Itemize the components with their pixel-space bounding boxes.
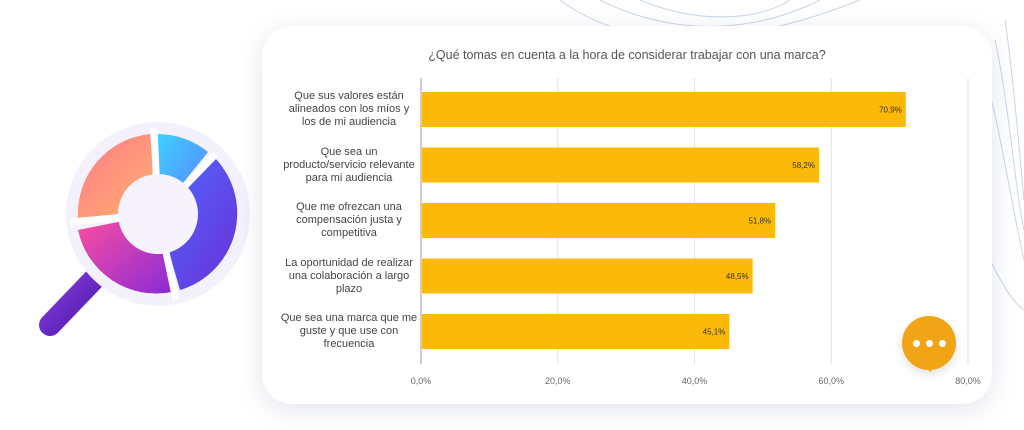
category-label-line: alineados con los míos y bbox=[288, 103, 410, 115]
category-label-line: Que sea una marca que me bbox=[280, 312, 418, 324]
category-label-line: competitiva bbox=[321, 227, 377, 239]
category-label-line: frecuencia bbox=[323, 338, 375, 350]
category-label-line: Que me ofrezcan una bbox=[296, 201, 402, 213]
chart-card: ¿Qué tomas en cuenta a la hora de consid… bbox=[262, 26, 992, 404]
chart-title: ¿Qué tomas en cuenta a la hora de consid… bbox=[428, 48, 826, 62]
category-label: La oportunidad de realizar una colaboraci… bbox=[276, 257, 422, 296]
bar-chart: 0,0% 20,0% 40,0% 60,0% 80,0% 70,9% 58,2% 51,8% 4… bbox=[411, 78, 981, 386]
chat-dot bbox=[912, 339, 920, 347]
category-label-line: guste y que use con bbox=[299, 325, 399, 337]
x-tick-label: 60,0% bbox=[818, 376, 844, 386]
category-label-line: los de mi audiencia bbox=[301, 116, 397, 128]
category-label-line: plazo bbox=[335, 282, 363, 295]
bar bbox=[422, 258, 753, 294]
category-label-line: compensación justa y bbox=[296, 214, 402, 226]
x-tick-label: 20,0% bbox=[545, 376, 571, 386]
data-label: 45,1% bbox=[703, 328, 726, 337]
category-label-line: para mi audiencia bbox=[305, 171, 393, 184]
chat-bubble-ellipsis-icon[interactable] bbox=[902, 316, 956, 370]
category-label: Que sea una marca que me guste y que use … bbox=[276, 312, 422, 351]
chat-bubble-tail bbox=[921, 362, 939, 372]
data-label: 58,2% bbox=[792, 161, 815, 170]
category-label-line: una colaboración a largo bbox=[288, 269, 410, 282]
x-tick-label: 40,0% bbox=[682, 376, 708, 386]
category-label: Que sea un producto/servicio relevante par… bbox=[276, 146, 422, 185]
bar bbox=[422, 314, 730, 349]
category-label-line: Que sus valores están bbox=[294, 90, 404, 102]
category-label-line: producto/servicio relevante bbox=[283, 158, 415, 171]
data-label: 48,5% bbox=[726, 272, 749, 281]
chat-dot bbox=[938, 339, 946, 347]
x-tick-label: 0,0% bbox=[411, 376, 432, 386]
bar bbox=[422, 147, 819, 183]
chat-dot bbox=[925, 339, 933, 347]
data-label: 70,9% bbox=[879, 106, 902, 115]
bar bbox=[422, 92, 906, 127]
data-label: 51,8% bbox=[748, 217, 771, 226]
bar bbox=[422, 203, 776, 238]
x-tick-label: 80,0% bbox=[955, 376, 981, 386]
category-label-line: La oportunidad de realizar bbox=[285, 256, 413, 269]
category-label: Que sus valores están alineados con los m… bbox=[276, 90, 422, 129]
magnifier-donut-chart-icon bbox=[39, 122, 250, 336]
category-label-line: Que sea un bbox=[320, 145, 378, 158]
